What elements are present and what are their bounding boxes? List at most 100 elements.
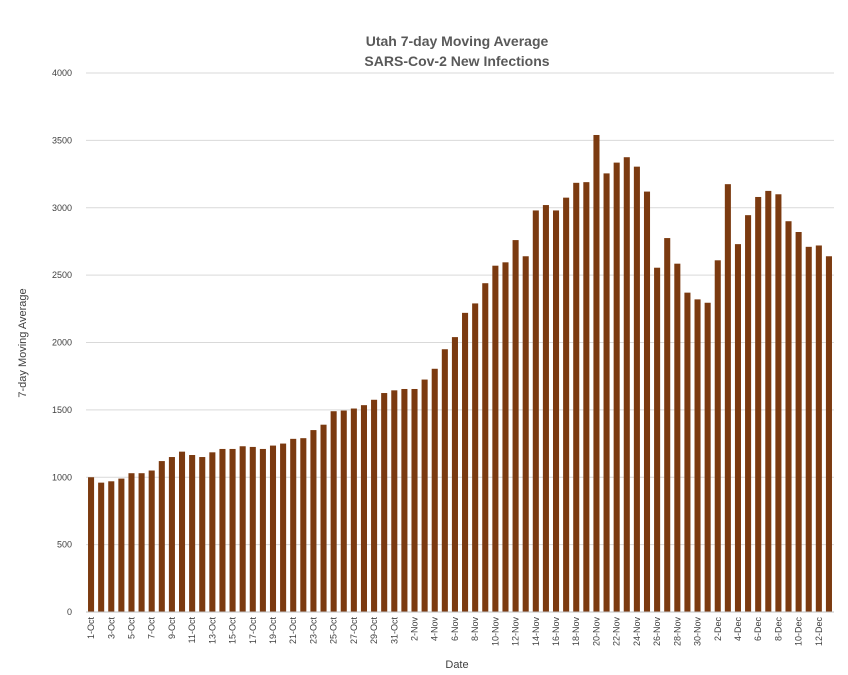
bar-15-Oct	[229, 448, 236, 612]
bar-29-Nov	[684, 292, 691, 612]
chart-title: Utah 7-day Moving Average	[366, 33, 549, 49]
bar-23-Nov	[623, 157, 630, 612]
bar-9-Dec	[785, 221, 792, 612]
x-tick-label: 21-Oct	[288, 617, 298, 645]
bar-7-Nov	[462, 312, 469, 612]
bar-23-Oct	[310, 430, 317, 612]
x-tick-label: 2-Nov	[410, 617, 420, 642]
bar-29-Oct	[371, 399, 378, 612]
y-axis-ticks: 0 500 1000 1500 2000 2500 3000 3500 4000	[52, 68, 72, 617]
x-tick-label: 23-Oct	[308, 617, 318, 645]
y-tick-label: 500	[57, 540, 72, 550]
x-tick-label: 13-Oct	[207, 617, 217, 645]
bar-5-Dec	[745, 215, 752, 612]
bar-6-Nov	[451, 337, 458, 612]
bar-28-Nov	[674, 263, 681, 612]
bar-24-Oct	[320, 424, 327, 612]
bar-3-Nov	[421, 379, 428, 612]
bar-13-Oct	[209, 452, 216, 612]
bar-2-Nov	[411, 388, 418, 612]
y-tick-label: 0	[67, 607, 72, 617]
bar-4-Oct	[118, 478, 125, 612]
x-tick-label: 15-Oct	[228, 617, 238, 645]
bar-11-Oct	[189, 455, 196, 612]
bar-30-Oct	[381, 393, 388, 612]
bar-26-Nov	[654, 267, 661, 612]
bar-16-Nov	[552, 210, 560, 612]
bar-19-Oct	[269, 445, 277, 612]
bar-6-Dec	[755, 196, 762, 612]
bar-8-Oct	[158, 461, 165, 612]
bar-2-Oct	[98, 482, 105, 612]
y-axis-label: 7-day Moving Average	[17, 288, 29, 397]
bar-8-Dec	[775, 194, 782, 612]
x-tick-label: 14-Nov	[531, 617, 541, 647]
y-tick-label: 3500	[52, 135, 72, 145]
bar-9-Nov	[482, 283, 489, 612]
x-tick-label: 22-Nov	[612, 617, 622, 647]
bar-3-Oct	[108, 481, 115, 612]
bar-25-Nov	[643, 191, 651, 612]
bar-27-Nov	[664, 238, 671, 612]
x-tick-label: 11-Oct	[187, 617, 197, 644]
bar-11-Nov	[502, 262, 509, 612]
y-tick-label: 4000	[52, 68, 72, 78]
bar-31-Oct	[391, 390, 398, 612]
bar-15-Nov	[542, 205, 549, 612]
bar-5-Oct	[128, 473, 135, 612]
bar-2-Dec	[714, 260, 721, 612]
x-tick-label: 26-Nov	[652, 617, 662, 647]
bar-24-Nov	[633, 166, 640, 612]
chart-subtitle: SARS-Cov-2 New Infections	[364, 53, 549, 69]
bar-8-Nov	[472, 303, 479, 612]
x-axis-ticks: 1-Oct 3-Oct 5-Oct 7-Oct 9-Oct 11-Oct 13-Oct 15-…	[86, 617, 824, 647]
bar-26-Oct	[340, 410, 347, 612]
y-tick-label: 2000	[52, 338, 72, 348]
x-tick-label: 10-Nov	[490, 617, 500, 647]
x-tick-label: 1-Oct	[86, 617, 96, 640]
bar-9-Oct	[168, 457, 175, 612]
y-tick-label: 1500	[52, 405, 72, 415]
bar-5-Nov	[441, 349, 448, 612]
x-tick-label: 4-Dec	[733, 617, 743, 642]
bar-12-Dec	[815, 245, 822, 613]
bar-12-Nov	[512, 240, 519, 612]
bar-1-Nov	[401, 388, 408, 612]
x-tick-label: 29-Oct	[369, 617, 379, 645]
x-tick-label: 30-Nov	[693, 617, 703, 647]
x-tick-label: 19-Oct	[268, 617, 278, 645]
bar-16-Oct	[239, 446, 246, 612]
x-tick-label: 17-Oct	[248, 617, 258, 645]
y-tick-label: 3000	[52, 203, 72, 213]
bar-30-Nov	[694, 299, 701, 612]
x-tick-label: 6-Dec	[753, 617, 763, 642]
bar-27-Oct	[350, 408, 357, 612]
bar-14-Nov	[532, 210, 539, 612]
x-tick-label: 9-Oct	[167, 617, 177, 640]
x-tick-label: 8-Nov	[470, 617, 480, 642]
x-tick-label: 12-Dec	[814, 617, 824, 647]
x-tick-label: 8-Dec	[773, 617, 783, 642]
bar-13-Dec	[825, 256, 832, 612]
x-tick-label: 16-Nov	[551, 617, 561, 647]
bar-21-Nov	[603, 173, 610, 613]
bar-11-Dec	[805, 246, 812, 612]
bar-25-Oct	[330, 411, 337, 612]
bar-28-Oct	[360, 405, 368, 612]
x-tick-label: 28-Nov	[672, 617, 682, 647]
x-tick-label: 2-Dec	[713, 617, 723, 642]
bar-20-Nov	[593, 134, 600, 613]
bar-20-Oct	[280, 443, 287, 612]
x-tick-label: 24-Nov	[632, 617, 642, 647]
bar-1-Dec	[704, 302, 711, 612]
x-tick-label: 20-Nov	[591, 617, 601, 647]
bar-22-Oct	[300, 438, 307, 612]
x-tick-label: 12-Nov	[511, 617, 521, 647]
bar-10-Dec	[795, 232, 802, 612]
bar-4-Dec	[734, 244, 742, 612]
bar-17-Oct	[249, 446, 256, 612]
bar-13-Nov	[522, 256, 529, 612]
bar-22-Nov	[613, 162, 620, 612]
gridlines	[86, 72, 834, 546]
